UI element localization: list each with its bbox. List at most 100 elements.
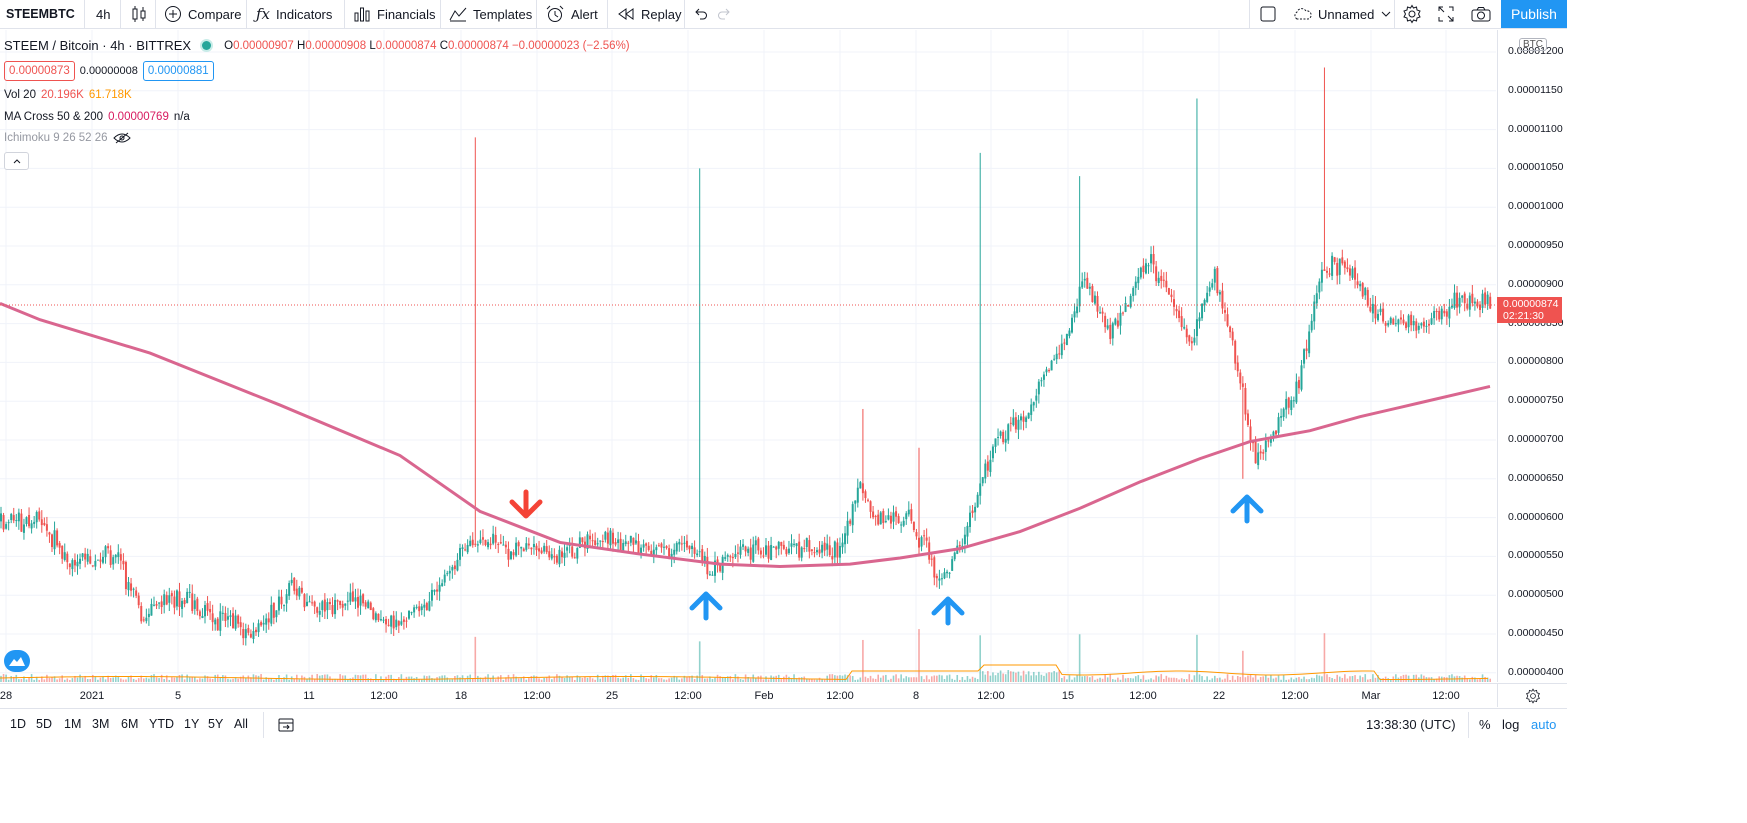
templates-button[interactable]: Templates [449,0,532,28]
eye-hidden-icon[interactable] [112,132,131,144]
candle-body [711,574,714,576]
candle-body [346,600,349,602]
candle-body [290,579,293,584]
volume-legend[interactable]: Vol 20 20.196K 61.718K [4,89,132,101]
range-button-6m[interactable]: 6M [121,717,139,731]
buy-arrow-icon[interactable] [931,596,965,626]
volume-bar [446,677,449,682]
range-button-5y[interactable]: 5Y [208,717,224,731]
volume-bar [961,676,964,682]
volume-bar [821,679,823,682]
candle-body [392,615,395,629]
price-chart[interactable] [0,30,1496,682]
volume-bar [1178,679,1180,682]
ma-cross-legend[interactable]: MA Cross 50 & 200 0.00000769 n/a [4,111,190,123]
axis-settings-button[interactable] [1497,683,1567,707]
range-button-all[interactable]: All [234,717,248,731]
candle-body [293,577,296,591]
candle-body [48,532,51,535]
auto-scale-toggle[interactable]: auto [1531,717,1557,732]
currency-badge[interactable]: BTC [1519,38,1547,51]
candle-body [765,545,767,555]
volume-bar [1066,679,1068,682]
time-axis[interactable]: 28 2021 5 11 12:00 18 12:00 25 12:00 Feb 12:00 8 12:… [0,683,1497,707]
snapshot-button[interactable] [1470,0,1492,28]
bottom-toolbar: 1D 5D 1M 3M 6M YTD 1Y 5Y All 13:38:30 (UTC) % lo… [0,708,1567,741]
publish-button[interactable]: Publish [1501,0,1567,28]
candle-body [805,538,808,547]
volume-bar [1129,678,1132,682]
candle-body [323,599,326,612]
candle-body [328,602,331,605]
price-scale[interactable]: 0.00001200 0.00001150 0.00001100 0.00001050… [1497,30,1567,682]
volume-bar [1433,679,1435,682]
chart-type-button[interactable] [131,0,147,28]
bid-price[interactable]: 0.00000873 [4,61,75,81]
redo-button[interactable] [717,0,733,28]
candle-body [242,628,245,639]
candle-body [1009,422,1012,424]
alert-button[interactable]: Alert [545,0,598,28]
candle-body [668,548,671,559]
layout-menu-button[interactable]: Unnamed [1292,0,1392,28]
volume-bar [158,678,160,682]
candle-body [211,613,214,623]
fullscreen-button[interactable] [1437,0,1455,28]
log-scale-toggle[interactable]: log [1502,717,1520,732]
sell-arrow-icon[interactable] [509,489,543,519]
candle-body [1407,315,1410,328]
candle-body [525,543,528,550]
goto-date-button[interactable] [277,716,295,739]
volume-bar [1252,677,1254,682]
interval-button[interactable]: 4h [96,6,111,22]
settings-button[interactable] [1402,0,1422,28]
undo-button[interactable] [692,0,708,28]
volume-bar [808,679,811,682]
candle-body [137,595,140,606]
volume-bar [1415,674,1418,682]
volume-bar [1328,677,1331,682]
tradingview-logo[interactable] [4,650,30,672]
price-tick-label: 0.00000650 [1508,471,1564,484]
financials-button[interactable]: Financials [353,0,436,28]
compare-button[interactable]: Compare [164,0,241,28]
candle-body [787,548,790,554]
volume-bar [464,678,466,682]
symbol-search-button[interactable]: STEEMBTC [6,7,75,21]
volume-bar [245,677,247,682]
replay-button[interactable]: Replay [617,0,681,28]
volume-bar [790,678,793,682]
volume-bar [1410,679,1412,682]
select-layout-button[interactable] [1259,0,1277,28]
candle-body [1364,287,1367,296]
indicators-button[interactable]: ƒx Indicators [256,0,332,28]
volume-bar [1247,675,1249,682]
volume-bar [89,679,92,682]
chart-pane[interactable] [0,30,1496,682]
range-button-5d[interactable]: 5D [36,717,52,731]
ichimoku-legend[interactable]: Ichimoku 9 26 52 26 [4,132,131,144]
volume-bar [1170,677,1173,682]
ask-price[interactable]: 0.00000881 [142,61,214,81]
percent-scale-toggle[interactable]: % [1479,717,1491,732]
range-button-1m[interactable]: 1M [64,717,82,731]
volume-bar [188,677,191,682]
legend-close-label: C [439,39,448,52]
candle-body [1392,318,1395,325]
buy-arrow-icon[interactable] [689,591,723,621]
buy-arrow-icon[interactable] [1230,494,1264,524]
candle-body [1277,417,1280,433]
candle-body [275,610,278,618]
candle-body [20,513,23,532]
volume-bar [724,677,726,682]
volume-bar [71,678,74,682]
range-button-3m[interactable]: 3M [92,717,110,731]
range-button-1d[interactable]: 1D [10,717,26,731]
volume-bar [772,676,775,682]
legend-title[interactable]: STEEM / Bitcoin · 4h · BITTREX [4,38,192,53]
candle-body [252,631,255,640]
clock-timezone[interactable]: 13:38:30 (UTC) [1366,717,1456,732]
range-button-ytd[interactable]: YTD [149,717,174,731]
collapse-legend-button[interactable] [4,152,29,170]
range-button-1y[interactable]: 1Y [184,717,200,731]
